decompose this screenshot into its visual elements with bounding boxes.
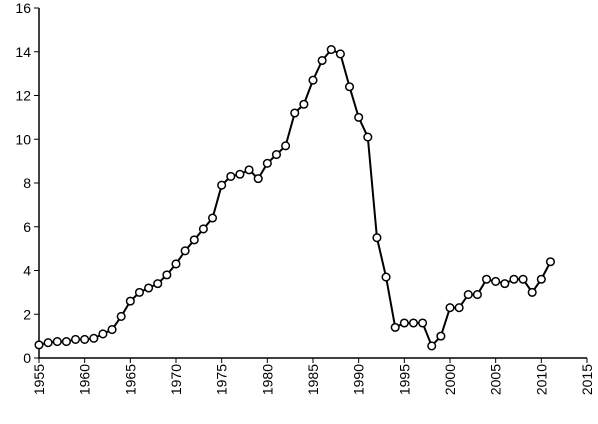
marker <box>271 150 282 160</box>
marker <box>61 337 71 347</box>
marker <box>34 340 44 350</box>
marker <box>217 180 227 190</box>
marker <box>317 55 327 66</box>
marker <box>107 325 117 335</box>
x-tick-label: 2010 <box>533 364 549 395</box>
marker <box>472 290 482 300</box>
marker <box>363 132 373 142</box>
x-tick-label: 1980 <box>259 364 275 395</box>
marker <box>235 169 245 179</box>
marker <box>372 233 382 243</box>
marker <box>281 141 291 151</box>
marker <box>500 279 510 289</box>
marker <box>253 174 263 184</box>
marker <box>390 322 400 332</box>
y-tick-label: 12 <box>15 88 31 104</box>
y-tick-label: 0 <box>23 350 31 366</box>
marker <box>262 158 272 168</box>
y-tick-label: 6 <box>23 219 31 235</box>
marker <box>198 224 208 234</box>
marker <box>381 272 391 282</box>
marker <box>134 287 145 297</box>
marker <box>153 279 163 289</box>
y-tick-label: 10 <box>15 131 31 147</box>
marker <box>445 303 455 313</box>
x-tick-label: 1960 <box>77 364 93 395</box>
marker <box>162 270 172 280</box>
line <box>38 48 552 348</box>
marker <box>408 318 419 328</box>
marker <box>326 45 336 55</box>
y-tick-label: 4 <box>23 263 31 279</box>
marker <box>116 311 126 321</box>
marker <box>171 259 181 269</box>
y-tick-label: 2 <box>23 306 31 322</box>
y-tick-label: 16 <box>15 0 31 16</box>
marker <box>536 274 546 284</box>
x-tick-label: 2015 <box>579 364 595 395</box>
x-tick-label: 1955 <box>31 364 47 395</box>
marker <box>52 337 62 347</box>
marker <box>290 108 300 118</box>
marker <box>207 213 218 223</box>
marker <box>436 331 446 341</box>
marker <box>463 290 473 300</box>
marker <box>308 75 318 85</box>
marker <box>335 49 345 59</box>
marker <box>427 341 437 351</box>
x-tick-label: 1985 <box>305 364 321 395</box>
y-tick-label: 8 <box>23 175 31 191</box>
marker <box>125 296 135 306</box>
marker <box>509 274 519 284</box>
y-tick-label: 14 <box>15 44 31 60</box>
marker <box>43 338 53 348</box>
x-tick-label: 2005 <box>488 364 504 395</box>
marker <box>418 318 428 328</box>
marker <box>344 82 355 92</box>
marker <box>189 235 199 245</box>
marker <box>399 318 409 328</box>
marker <box>545 257 556 267</box>
x-tick-label: 1970 <box>168 364 184 395</box>
marker <box>70 334 81 344</box>
marker <box>491 276 501 286</box>
x-tick-label: 1990 <box>351 364 367 395</box>
marker <box>299 99 309 109</box>
x-tick-label: 1995 <box>396 364 412 395</box>
marker <box>481 274 492 284</box>
x-tick-label: 1965 <box>122 364 138 395</box>
marker <box>89 333 99 343</box>
marker <box>518 274 528 284</box>
marker <box>226 171 236 181</box>
marker <box>144 283 154 293</box>
x-tick-label: 1975 <box>214 364 230 395</box>
marker <box>98 329 108 339</box>
marker <box>180 246 190 256</box>
marker <box>454 303 464 313</box>
marker <box>354 112 364 122</box>
marker <box>244 165 254 175</box>
marker <box>527 287 537 297</box>
marker <box>80 334 90 344</box>
x-tick-label: 2000 <box>442 364 458 395</box>
